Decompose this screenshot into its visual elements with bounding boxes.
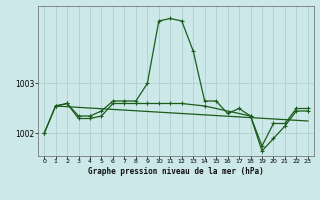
X-axis label: Graphe pression niveau de la mer (hPa): Graphe pression niveau de la mer (hPa) xyxy=(88,167,264,176)
